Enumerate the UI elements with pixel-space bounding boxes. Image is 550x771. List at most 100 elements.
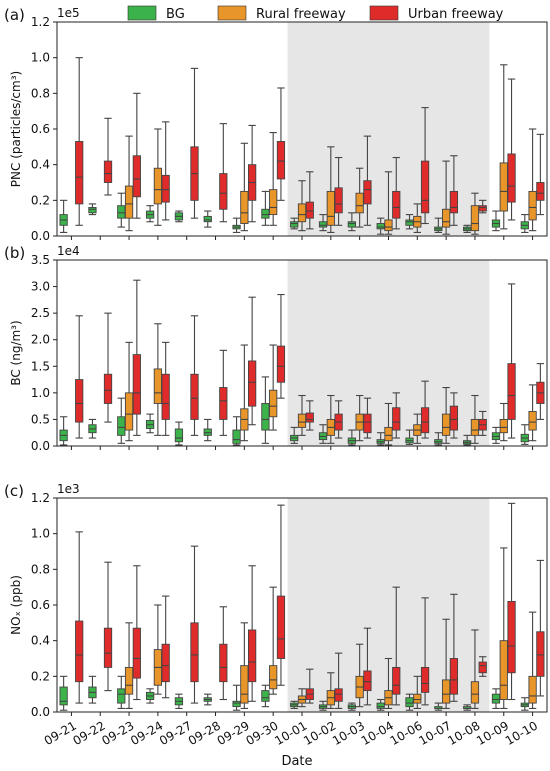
box-urban-freeway-09-30 [276,87,286,201]
box-rural-freeway-09-24 [153,128,163,226]
box-urban-freeway-09-28 [219,123,228,223]
box-bg-10-09 [491,210,501,232]
box-iqr [355,192,364,214]
box-iqr [174,428,184,443]
box-bg-09-28 [203,210,212,228]
box-iqr [88,207,97,214]
box-bg-09-29 [232,217,241,233]
box-urban-freeway-09-21 [75,57,84,226]
box-iqr [478,205,487,212]
box-bg-09-23 [117,397,126,444]
box-urban-freeway-09-23 [132,279,141,436]
box-iqr [276,141,286,180]
y-tick-label: 1.5 [31,359,50,373]
legend-swatch [127,5,157,21]
box-rural-freeway-10-06 [413,675,422,709]
box-iqr [449,658,459,695]
panel-a: 0.0 0.2 0.4 0.6 0.8 1.0 1.2 (a) 1e5 PNC (particle… [4,6,548,243]
y-tick-label: 0.6 [31,122,50,136]
box-iqr [491,693,501,704]
box-iqr [326,190,335,226]
box-bg-10-01 [290,426,299,444]
box-rural-freeway-09-23 [124,135,134,232]
box-iqr [405,219,414,226]
box-iqr [528,675,537,704]
box-urban-freeway-09-28 [219,606,228,701]
box-urban-freeway-09-24 [161,121,170,221]
box-iqr [75,379,84,423]
box-iqr [232,429,241,444]
box-iqr [441,413,451,436]
box-urban-freeway-10-08 [478,199,487,214]
box-iqr [478,661,487,674]
box-bg-09-23 [117,192,126,228]
box-bg-10-10 [520,214,529,233]
box-bg-09-22 [88,675,97,704]
box-iqr [269,665,278,690]
box-bg-10-04 [376,432,385,446]
box-iqr [536,182,545,201]
y-tick-label: 0.2 [31,193,50,207]
box-urban-freeway-10-08 [478,656,487,677]
box-urban-freeway-09-27 [190,67,199,219]
box-iqr [240,665,249,704]
box-iqr [276,595,286,659]
box-iqr [261,208,270,219]
box-iqr [528,411,537,431]
box-rural-freeway-09-29 [240,142,249,232]
box-iqr [376,702,385,709]
box-iqr [190,622,199,683]
box-iqr [153,167,163,205]
legend-label: BG [166,7,185,22]
panel-letter: (c) [4,482,24,500]
box-bg-10-02 [318,700,328,711]
y-tick-label: 0.4 [31,158,50,172]
box-iqr [334,187,343,214]
box-rural-freeway-09-30 [269,344,278,431]
box-iqr [405,697,414,708]
box-rural-freeway-10-10 [528,611,537,709]
box-rural-freeway-09-30 [269,132,278,226]
box-rural-freeway-10-08 [470,192,480,235]
panel-letter: (b) [4,244,25,262]
box-bg-09-24 [145,413,155,434]
box-urban-freeway-10-02 [334,652,343,709]
legend-label: Urban freeway [408,7,504,22]
box-iqr [161,373,170,420]
box-bg-10-08 [463,434,472,446]
box-rural-freeway-09-23 [124,341,134,442]
box-urban-freeway-10-01 [305,171,314,230]
y-tick-label: 0.0 [31,229,50,243]
box-urban-freeway-10-09 [507,78,516,221]
box-urban-freeway-09-23 [132,92,141,219]
y-tick-label: 2.0 [31,333,50,347]
box-urban-freeway-10-04 [392,156,401,230]
box-iqr [219,173,228,210]
box-urban-freeway-10-06 [420,107,430,225]
box-urban-freeway-09-21 [75,531,84,704]
legend-swatch [217,5,247,21]
box-iqr [420,407,430,434]
box-iqr [536,631,545,677]
box-iqr [190,373,199,420]
box-iqr [161,643,170,683]
box-urban-freeway-10-07 [449,155,459,226]
box-bg-10-07 [434,432,443,446]
box-iqr [363,413,372,434]
box-urban-freeway-10-07 [449,593,459,702]
box-iqr [499,640,508,700]
legend-item-bg: BG [127,5,185,22]
box-bg-09-30 [261,684,270,708]
box-bg-09-27 [174,210,184,223]
box-iqr [124,185,134,219]
box-bg-10-04 [376,698,385,711]
box-rural-freeway-10-09 [499,64,508,230]
box-iqr [363,180,372,205]
box-rural-freeway-10-10 [528,128,537,232]
box-iqr [219,387,228,420]
box-bg-09-28 [203,693,212,706]
legend-label: Rural freeway [256,7,346,22]
y-tick-label: 0.2 [31,669,50,683]
box-bg-09-27 [174,693,184,709]
box-iqr [269,189,278,216]
